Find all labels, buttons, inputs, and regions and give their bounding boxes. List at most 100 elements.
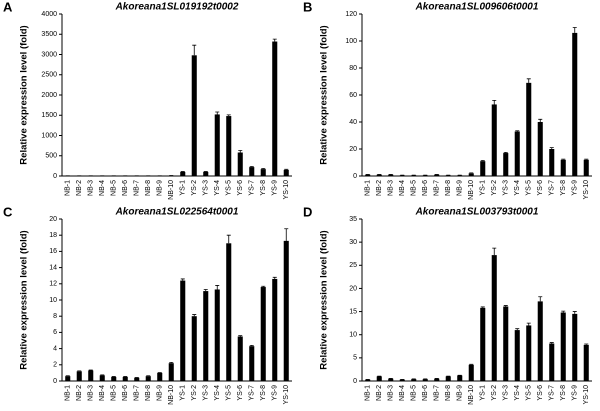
bar	[468, 364, 474, 381]
error-bar	[249, 344, 254, 347]
x-tick-label: YS-6	[237, 385, 244, 401]
bar	[468, 173, 474, 176]
y-axis-label: Relative expression level (fold)	[19, 25, 30, 164]
y-tick-label: 14	[49, 264, 57, 271]
error-bar	[538, 296, 543, 302]
x-tick-label: YS-9	[572, 180, 579, 196]
bar	[249, 346, 255, 381]
y-tick-label: 3000	[41, 51, 57, 58]
x-tick-label: YS-1	[480, 385, 487, 401]
y-axis-label: Relative expression level (fold)	[19, 230, 30, 369]
x-tick-label: YS-3	[203, 385, 210, 401]
bar	[365, 174, 371, 176]
y-tick-label: 80	[349, 65, 357, 72]
y-tick-label: 0	[353, 378, 357, 385]
x-tick-label: NB-5	[111, 385, 118, 401]
x-tick-label: NB-9	[457, 180, 464, 196]
bar	[480, 161, 486, 176]
error-bar	[284, 168, 289, 170]
x-tick-label: YS-9	[272, 385, 279, 401]
x-tick-label: NB-8	[445, 180, 452, 196]
x-tick-label: NB-4	[99, 180, 106, 196]
x-tick-label: YS-6	[537, 385, 544, 401]
bar	[399, 379, 405, 381]
x-tick-label: NB-2	[76, 385, 83, 401]
x-tick-label: YS-3	[503, 180, 510, 196]
y-tick-label: 0	[53, 173, 57, 180]
bar	[272, 278, 278, 381]
y-tick-label: 2000	[41, 92, 57, 99]
chart-title: Akoreana1SL009606t0001	[415, 2, 539, 13]
bar	[503, 153, 509, 176]
error-bar	[272, 276, 277, 279]
y-tick-label: 20	[349, 146, 357, 153]
x-tick-label: YS-6	[237, 180, 244, 196]
bar	[168, 363, 174, 381]
error-bar	[180, 278, 185, 281]
x-tick-label: NB-4	[99, 385, 106, 401]
error-bar	[572, 311, 577, 314]
error-bar	[503, 151, 508, 154]
x-tick-label: NB-3	[88, 385, 95, 401]
bar	[572, 32, 578, 177]
y-tick-label: 40	[349, 119, 357, 126]
y-tick-label: 10	[49, 297, 57, 304]
x-tick-label: YS-7	[249, 180, 256, 196]
x-tick-label: NB-3	[88, 180, 95, 196]
bar	[203, 171, 209, 176]
y-tick-label: 100	[345, 38, 357, 45]
x-tick-label: NB-6	[122, 385, 129, 401]
y-tick-label: 2	[53, 362, 57, 369]
error-bar	[272, 38, 277, 42]
bar	[480, 307, 486, 381]
y-tick-label: 60	[349, 92, 357, 99]
x-tick-label: NB-6	[422, 180, 429, 196]
x-tick-label: YS-8	[260, 385, 267, 401]
x-tick-label: NB-3	[388, 180, 395, 196]
x-tick-label: YS-10	[583, 385, 590, 405]
x-tick-label: NB-1	[365, 385, 372, 401]
bar	[283, 169, 289, 176]
x-tick-label: YS-3	[503, 385, 510, 401]
chart-title: Akoreana1SL019192t0002	[115, 2, 239, 13]
error-bar	[526, 322, 531, 326]
x-tick-label: NB-1	[365, 180, 372, 196]
error-bar	[169, 361, 174, 364]
bar	[457, 375, 463, 381]
x-tick-label: YS-10	[283, 180, 290, 200]
x-tick-label: YS-1	[180, 180, 187, 196]
error-bar	[515, 130, 520, 132]
bar	[445, 175, 451, 176]
error-bar	[192, 44, 197, 56]
bar	[145, 376, 151, 381]
x-tick-label: YS-3	[203, 180, 210, 196]
error-bar	[492, 100, 497, 105]
x-tick-label: NB-7	[134, 385, 141, 401]
x-tick-label: YS-2	[191, 385, 198, 401]
y-tick-label: 18	[49, 232, 57, 239]
chart-title: Akoreana1SL003793t0001	[415, 207, 539, 218]
bar	[422, 175, 428, 176]
x-tick-label: YS-5	[226, 180, 233, 196]
x-tick-label: NB-2	[76, 180, 83, 196]
x-tick-label: YS-2	[191, 180, 198, 196]
x-tick-label: NB-6	[122, 180, 129, 196]
x-tick-label: NB-9	[157, 385, 164, 401]
y-tick-label: 5	[353, 355, 357, 362]
error-bar	[203, 289, 208, 292]
error-bar	[492, 247, 497, 256]
panel-label: B	[303, 0, 312, 14]
x-tick-label: NB-9	[457, 385, 464, 401]
bar	[283, 240, 289, 381]
bar	[583, 344, 589, 381]
x-tick-label: NB-5	[111, 180, 118, 196]
bar	[180, 171, 186, 176]
x-tick-label: NB-5	[411, 385, 418, 401]
x-tick-label: NB-10	[468, 180, 475, 200]
error-bar	[538, 118, 543, 122]
bar	[560, 312, 566, 381]
bar	[422, 379, 428, 381]
bar	[399, 175, 405, 176]
error-bar	[215, 285, 220, 290]
